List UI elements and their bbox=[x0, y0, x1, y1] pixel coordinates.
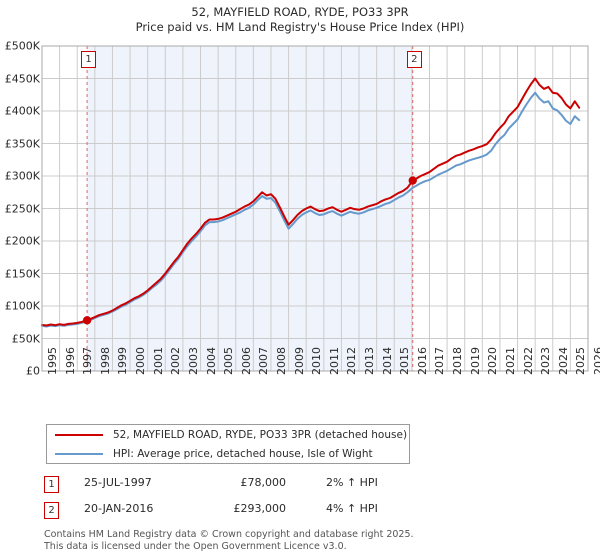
sale-row: 2 20-JAN-2016 £293,000 4% ↑ HPI bbox=[44, 500, 464, 526]
chart-legend: 52, MAYFIELD ROAD, RYDE, PO33 3PR (detac… bbox=[46, 424, 410, 464]
y-axis-tick-label: £400K bbox=[4, 104, 40, 118]
sale-hpi-delta: 2% ↑ HPI bbox=[326, 476, 378, 489]
x-axis: 1995 1996 1997 1998 1999 2000 2001 2002 2003 2004… bbox=[0, 347, 600, 413]
sale-point-marker[interactable] bbox=[408, 176, 417, 185]
x-axis-tick-label: 1997 bbox=[81, 347, 95, 375]
y-axis-tick-label: £500K bbox=[4, 39, 40, 53]
legend-item: HPI: Average price, detached house, Isle… bbox=[47, 444, 409, 463]
x-axis-tick-label: 2021 bbox=[503, 347, 517, 375]
x-axis-tick-label: 1998 bbox=[98, 347, 112, 375]
series-line bbox=[41, 91, 581, 328]
x-axis-tick-label: 2011 bbox=[327, 347, 341, 375]
price-history-chart: £0 £50K £100K £150K £200K £250K £300K £350K £400… bbox=[0, 40, 600, 378]
footer-line-1: Contains HM Land Registry data © Crown c… bbox=[44, 529, 414, 540]
x-axis-tick-label: 2014 bbox=[380, 347, 394, 375]
sale-hpi-delta: 4% ↑ HPI bbox=[326, 502, 378, 515]
sale-row: 1 25-JUL-1997 £78,000 2% ↑ HPI bbox=[44, 474, 464, 500]
x-axis-tick-label: 2000 bbox=[134, 347, 148, 375]
y-axis-tick-label: £150K bbox=[4, 267, 40, 280]
sale-point-marker[interactable] bbox=[82, 316, 92, 325]
series-line bbox=[41, 77, 581, 327]
sales-table: 1 25-JUL-1997 £78,000 2% ↑ HPI 2 20-JAN-2016 £… bbox=[44, 474, 464, 526]
legend-color-swatch bbox=[55, 433, 103, 436]
y-axis-tick-label: £50K bbox=[11, 332, 40, 345]
x-axis-tick-label: 2008 bbox=[274, 347, 288, 375]
x-axis-tick-label: 2022 bbox=[521, 347, 535, 375]
x-axis-tick-label: 2026 bbox=[592, 347, 600, 375]
legend-label: HPI: Average price, detached house, Isle… bbox=[113, 447, 373, 460]
x-axis-tick-label: 2017 bbox=[433, 347, 447, 375]
x-axis-tick-label: 2016 bbox=[415, 347, 429, 375]
x-axis-tick-label: 1996 bbox=[63, 347, 77, 375]
y-axis-tick-label: £200K bbox=[4, 234, 40, 248]
x-axis-tick-label: 2004 bbox=[204, 347, 218, 375]
x-axis-tick-label: 2024 bbox=[556, 347, 570, 375]
x-axis-tick-label: 2020 bbox=[486, 347, 500, 375]
sale-index-badge[interactable]: 2 bbox=[44, 502, 59, 519]
x-axis-tick-label: 2010 bbox=[310, 347, 324, 375]
plot-border bbox=[41, 45, 589, 372]
y-axis-tick-label: £300K bbox=[4, 169, 40, 183]
y-axis-tick-label: £450K bbox=[4, 72, 40, 85]
legend-color-swatch bbox=[55, 452, 103, 455]
sale-date: 25-JUL-1997 bbox=[84, 476, 152, 489]
plot-event-flag[interactable]: 2 bbox=[406, 51, 422, 68]
y-axis-tick-label: £100K bbox=[4, 299, 40, 313]
x-axis-tick-label: 2019 bbox=[468, 347, 482, 375]
sale-date: 20-JAN-2016 bbox=[84, 502, 154, 515]
y-axis-tick-label: £250K bbox=[4, 202, 40, 215]
legend-label: 52, MAYFIELD ROAD, RYDE, PO33 3PR (detac… bbox=[113, 428, 408, 441]
x-axis-tick-label: 1999 bbox=[116, 347, 130, 375]
footer-attribution: Contains HM Land Registry data © Crown c… bbox=[44, 529, 584, 552]
x-axis-tick-label: 2002 bbox=[169, 347, 183, 375]
x-axis-tick-label: 2025 bbox=[574, 347, 588, 375]
x-axis-tick-label: 2012 bbox=[345, 347, 359, 375]
sale-price: £78,000 bbox=[240, 476, 287, 489]
chart-title-block: 52, MAYFIELD ROAD, RYDE, PO33 3PR Price … bbox=[0, 0, 600, 35]
chart-plot-svg bbox=[41, 45, 589, 372]
x-axis-tick-label: 2018 bbox=[451, 347, 465, 375]
sale-price: £293,000 bbox=[233, 502, 287, 515]
x-axis-tick-label: 2003 bbox=[186, 347, 200, 375]
x-axis-tick-label: 2007 bbox=[257, 347, 271, 375]
x-axis-tick-label: 2005 bbox=[222, 347, 236, 375]
x-axis-tick-label: 2009 bbox=[292, 347, 306, 375]
page-subtitle: Price paid vs. HM Land Registry's House … bbox=[135, 20, 465, 34]
x-axis-tick-label: 1995 bbox=[46, 347, 59, 375]
y-axis-tick-label: £350K bbox=[4, 137, 40, 150]
x-axis-tick-label: 2015 bbox=[398, 347, 412, 375]
x-axis-tick-label: 2013 bbox=[363, 347, 377, 375]
sale-index-badge[interactable]: 1 bbox=[44, 476, 59, 493]
y-axis: £0 £50K £100K £150K £200K £250K £300K £350K £400… bbox=[0, 40, 40, 378]
page-title: 52, MAYFIELD ROAD, RYDE, PO33 3PR bbox=[191, 5, 409, 19]
x-axis-tick-label: 2001 bbox=[151, 347, 165, 375]
plot-event-flag[interactable]: 1 bbox=[81, 51, 97, 68]
x-axis-tick-label: 2006 bbox=[239, 347, 253, 375]
legend-item: 52, MAYFIELD ROAD, RYDE, PO33 3PR (detac… bbox=[47, 425, 409, 444]
x-axis-tick-label: 2023 bbox=[539, 347, 553, 375]
footer-line-2: This data is licensed under the Open Gov… bbox=[44, 540, 347, 552]
y-axis-tick-label: £0 bbox=[26, 364, 40, 378]
